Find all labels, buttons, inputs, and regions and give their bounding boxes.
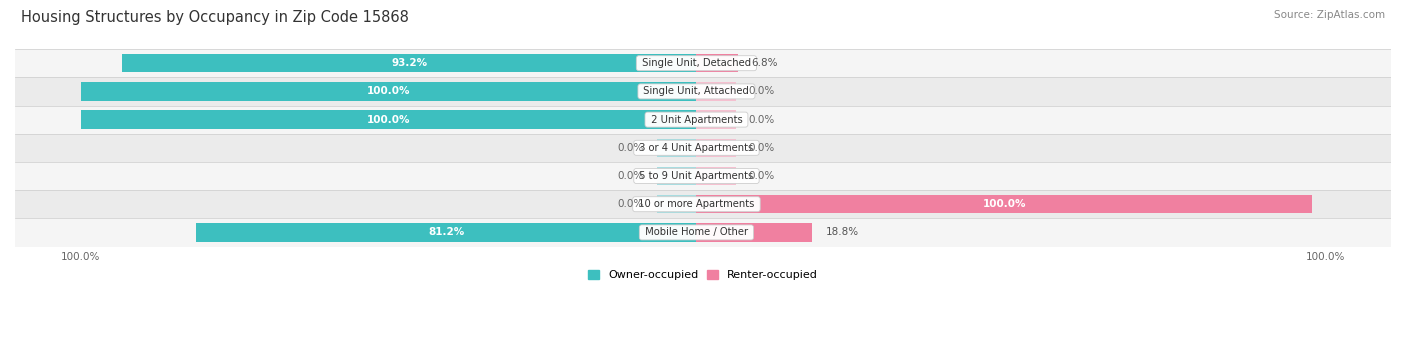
Text: 93.2%: 93.2%	[391, 58, 427, 68]
Text: 100.0%: 100.0%	[983, 199, 1026, 209]
Text: 0.0%: 0.0%	[749, 143, 775, 153]
Bar	[197, 223, 696, 241]
Text: 5 to 9 Unit Apartments: 5 to 9 Unit Apartments	[637, 171, 756, 181]
Text: 81.2%: 81.2%	[429, 227, 464, 237]
Text: Single Unit, Detached: Single Unit, Detached	[638, 58, 754, 68]
Text: 100.0%: 100.0%	[367, 86, 411, 97]
Bar	[15, 49, 1406, 77]
Text: 6.8%: 6.8%	[751, 58, 778, 68]
Legend: Owner-occupied, Renter-occupied: Owner-occupied, Renter-occupied	[583, 265, 823, 284]
Bar	[657, 167, 696, 185]
Bar	[80, 110, 696, 129]
Text: 100.0%: 100.0%	[367, 115, 411, 124]
Text: 0.0%: 0.0%	[617, 171, 644, 181]
Bar	[657, 195, 696, 213]
Text: 3 or 4 Unit Apartments: 3 or 4 Unit Apartments	[637, 143, 756, 153]
Bar	[15, 134, 1406, 162]
Text: 18.8%: 18.8%	[825, 227, 859, 237]
Text: 2 Unit Apartments: 2 Unit Apartments	[648, 115, 745, 124]
Text: 10 or more Apartments: 10 or more Apartments	[636, 199, 758, 209]
Text: 0.0%: 0.0%	[617, 143, 644, 153]
Text: Source: ZipAtlas.com: Source: ZipAtlas.com	[1274, 10, 1385, 20]
Text: 0.0%: 0.0%	[617, 199, 644, 209]
Text: Housing Structures by Occupancy in Zip Code 15868: Housing Structures by Occupancy in Zip C…	[21, 10, 409, 25]
Bar	[696, 110, 735, 129]
Text: Mobile Home / Other: Mobile Home / Other	[641, 227, 751, 237]
Bar	[696, 223, 813, 241]
Bar	[15, 218, 1406, 247]
Bar	[696, 82, 735, 101]
Bar	[15, 162, 1406, 190]
Text: 0.0%: 0.0%	[749, 86, 775, 97]
Bar	[657, 139, 696, 157]
Bar	[122, 54, 696, 72]
Bar	[80, 82, 696, 101]
Bar	[15, 105, 1406, 134]
Bar	[696, 139, 735, 157]
Bar	[696, 54, 738, 72]
Text: 0.0%: 0.0%	[749, 115, 775, 124]
Bar	[15, 190, 1406, 218]
Bar	[15, 77, 1406, 105]
Bar	[696, 195, 1312, 213]
Text: 0.0%: 0.0%	[749, 171, 775, 181]
Bar	[696, 167, 735, 185]
Text: Single Unit, Attached: Single Unit, Attached	[641, 86, 752, 97]
